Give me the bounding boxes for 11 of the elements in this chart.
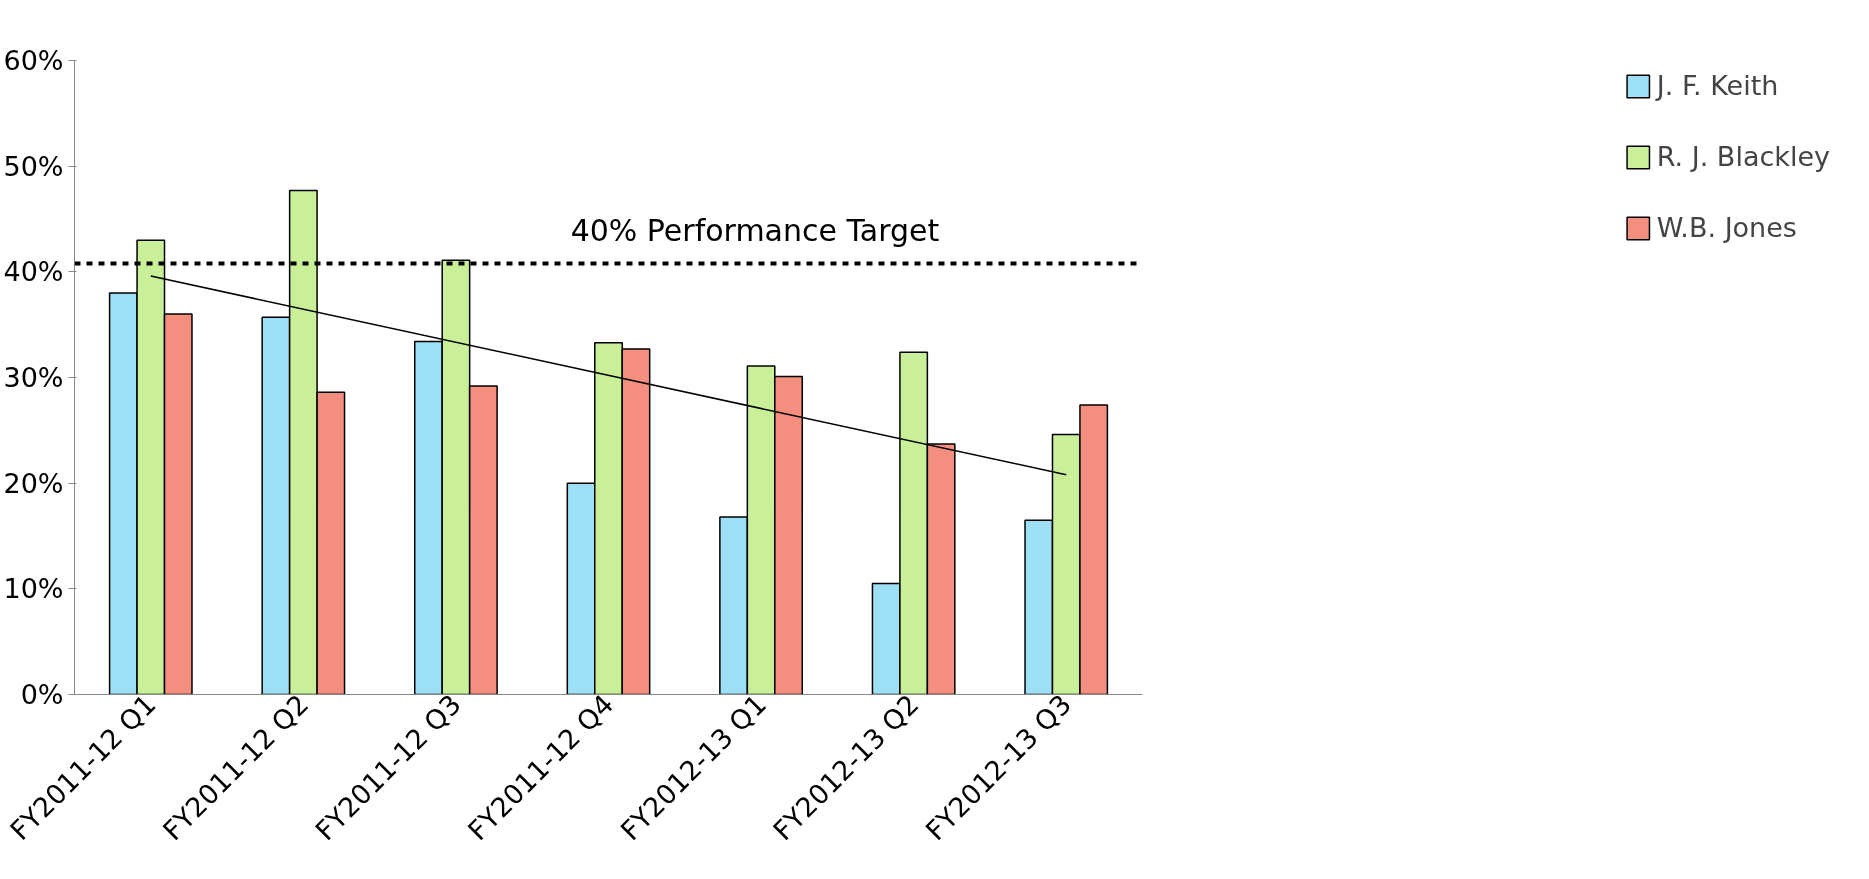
y-tick-label: 0% (20, 679, 64, 710)
y-tick-label: 50% (3, 150, 64, 182)
y-tick-label: 60% (3, 45, 64, 76)
y-tick-label: 30% (3, 362, 64, 393)
y-tick-label: 20% (3, 467, 64, 499)
y-tick-label: 40% (3, 256, 64, 288)
legend-label: J. F. Keith (1656, 70, 1779, 101)
legend-label: W.B. Jones (1656, 212, 1797, 243)
ref-line-label: 40% Performance Target (570, 212, 940, 248)
legend-label: R. J. Blackley (1656, 141, 1830, 172)
y-tick-label: 10% (3, 573, 64, 605)
